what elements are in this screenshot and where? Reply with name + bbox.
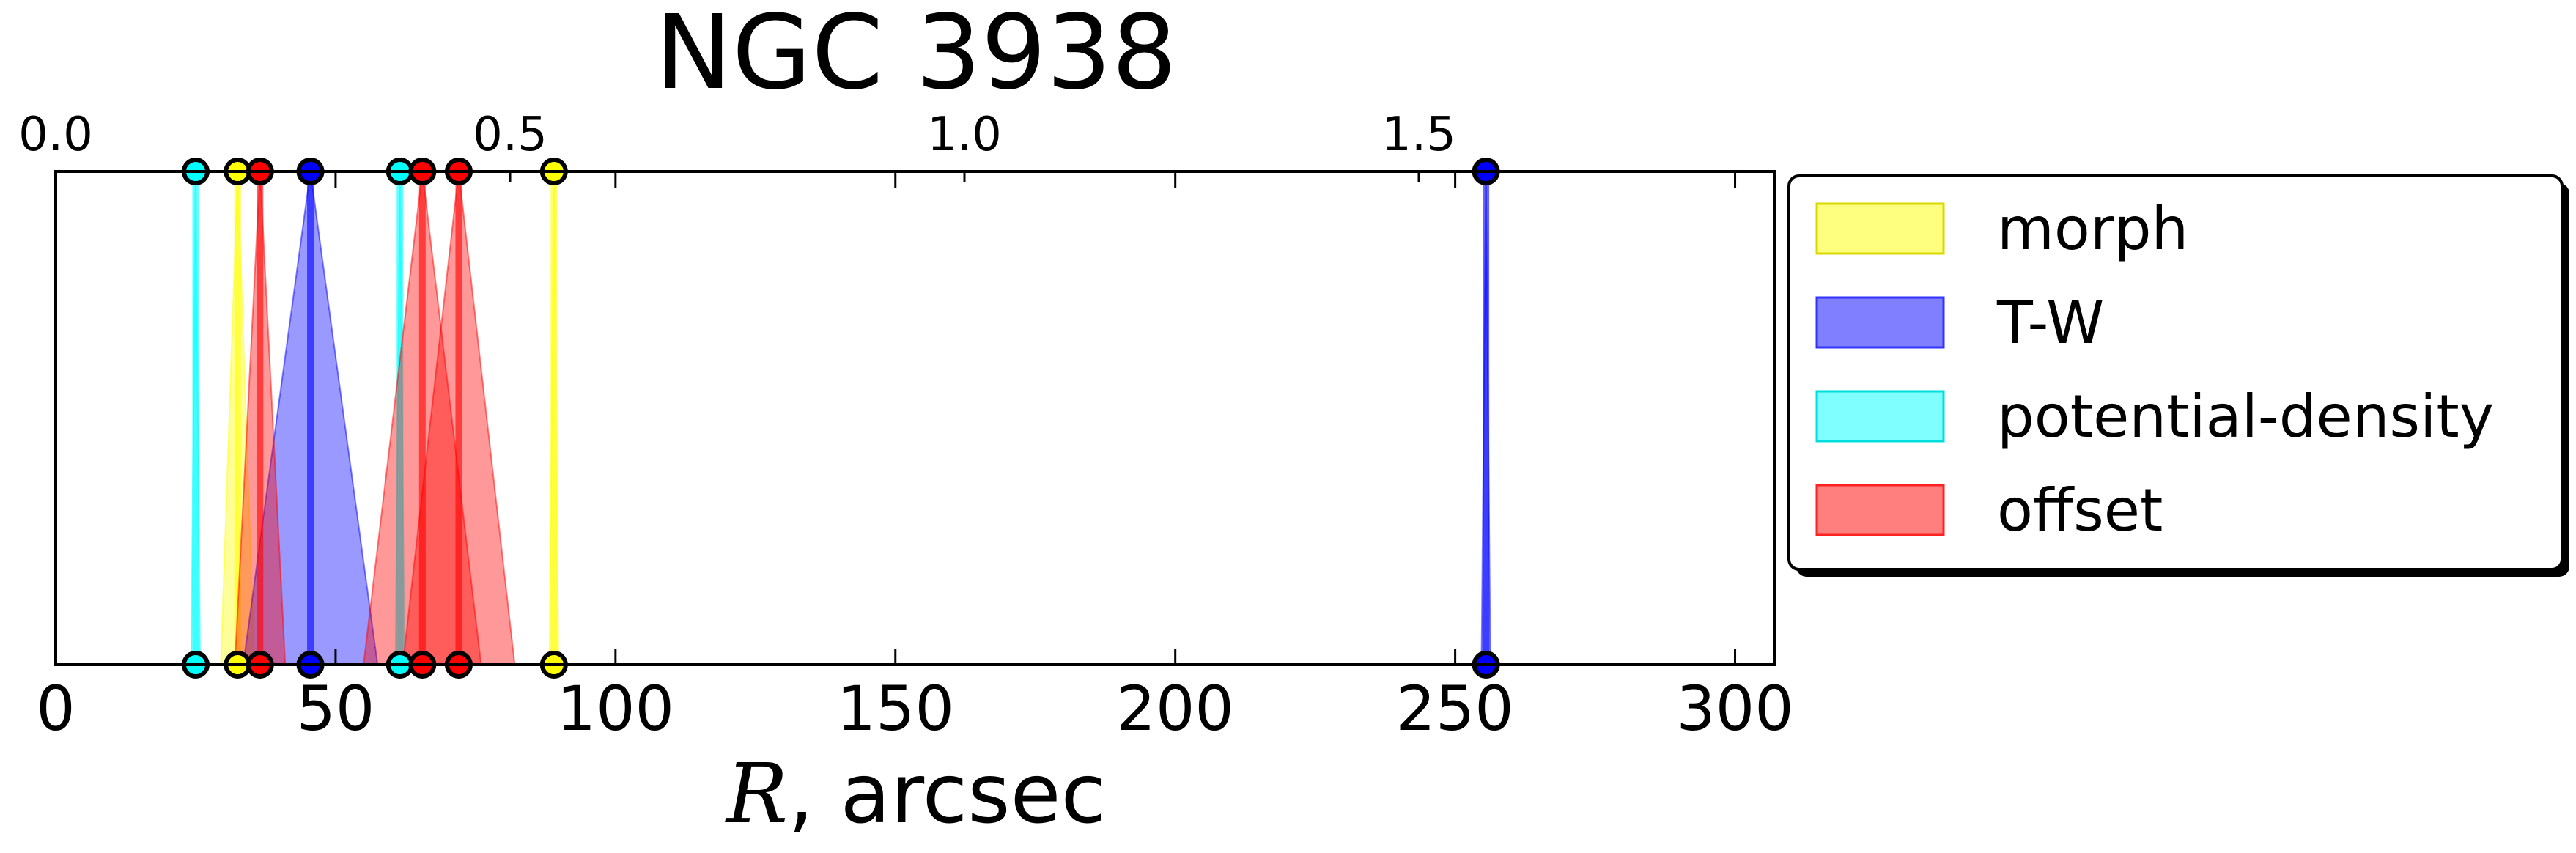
bottom-axis-ticks: 0 50 100 150 200 250 300 — [36, 171, 1794, 745]
legend-label: offset — [1997, 476, 2163, 544]
x-tick-label: 300 — [1676, 673, 1793, 745]
plot-area — [181, 158, 1500, 679]
legend-swatch — [1815, 390, 1945, 443]
chart-title: NGC 3938 — [655, 0, 1177, 113]
legend-label: morph — [1997, 195, 2188, 263]
legend-swatch — [1815, 296, 1945, 349]
top-tick-label: 0.5 — [473, 108, 547, 162]
legend-label: T-W — [1996, 289, 2104, 357]
plot-frame — [54, 170, 1776, 666]
x-axis-label: R, arcsec — [725, 747, 1106, 842]
x-axis-label-symbol: R — [725, 747, 788, 842]
legend-label: potential-density — [1997, 383, 2494, 451]
x-tick-label: 250 — [1396, 673, 1513, 745]
x-tick-label: 100 — [557, 673, 674, 745]
top-tick-label: 0.0 — [18, 108, 93, 162]
legend-swatch — [1815, 202, 1945, 255]
top-tick-label: 1.5 — [1381, 108, 1456, 162]
x-tick-label: 200 — [1117, 673, 1234, 745]
series-T-W — [242, 171, 1491, 665]
legend-box — [1787, 174, 2564, 571]
series-potential-density — [190, 171, 405, 665]
top-axis-ticks: 0.0 0.5 1.0 1.5 — [18, 108, 1456, 182]
x-tick-label: 0 — [36, 673, 75, 745]
x-tick-label: 50 — [296, 673, 374, 745]
x-tick-label: 150 — [837, 673, 954, 745]
series-offset — [234, 171, 516, 665]
legend-swatch — [1815, 484, 1945, 536]
legend-items: morph T-W potential-density offset — [1815, 195, 2494, 544]
legend: morph T-W potential-density offset — [1787, 174, 2569, 577]
top-tick-label: 1.0 — [927, 108, 1002, 162]
x-axis-label-unit: , arcsec — [788, 747, 1106, 842]
